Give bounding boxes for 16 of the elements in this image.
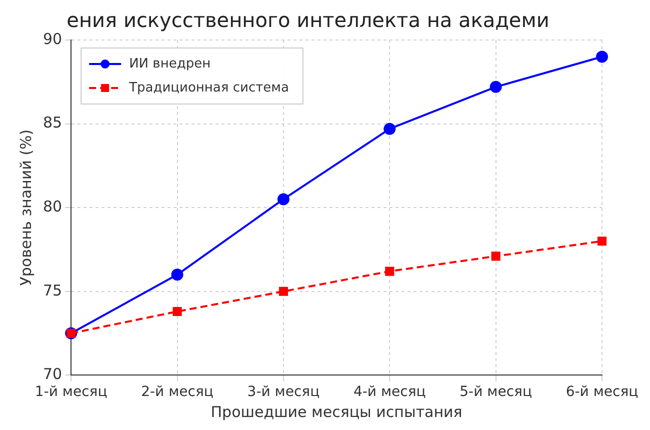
x-axis-title: Прошедшие месяцы испытания [210,402,462,421]
x-tick-label: 1-й месяц [34,384,108,400]
y-tick-label: 70 [42,365,62,384]
x-tick-label: 3-й месяц [247,384,320,400]
x-tick-label: 6-й месяц [566,384,638,400]
legend-label: Традиционная система [128,80,289,96]
y-tick-label: 85 [42,114,62,132]
chart-title: ения искусственного интеллекта на академи [66,8,550,32]
x-tick-label: 5-й месяц [460,384,532,400]
x-tick-label: 2-й месяц [141,384,214,400]
x-tick-label: 4-й месяц [353,384,426,400]
y-tick-label: 80 [42,197,62,216]
legend-label: ИИ внедрен [129,56,211,72]
y-axis-title: Уровень знаний (%) [16,129,35,286]
y-tick-label: 90 [42,30,62,48]
y-tick-label: 75 [42,281,62,300]
